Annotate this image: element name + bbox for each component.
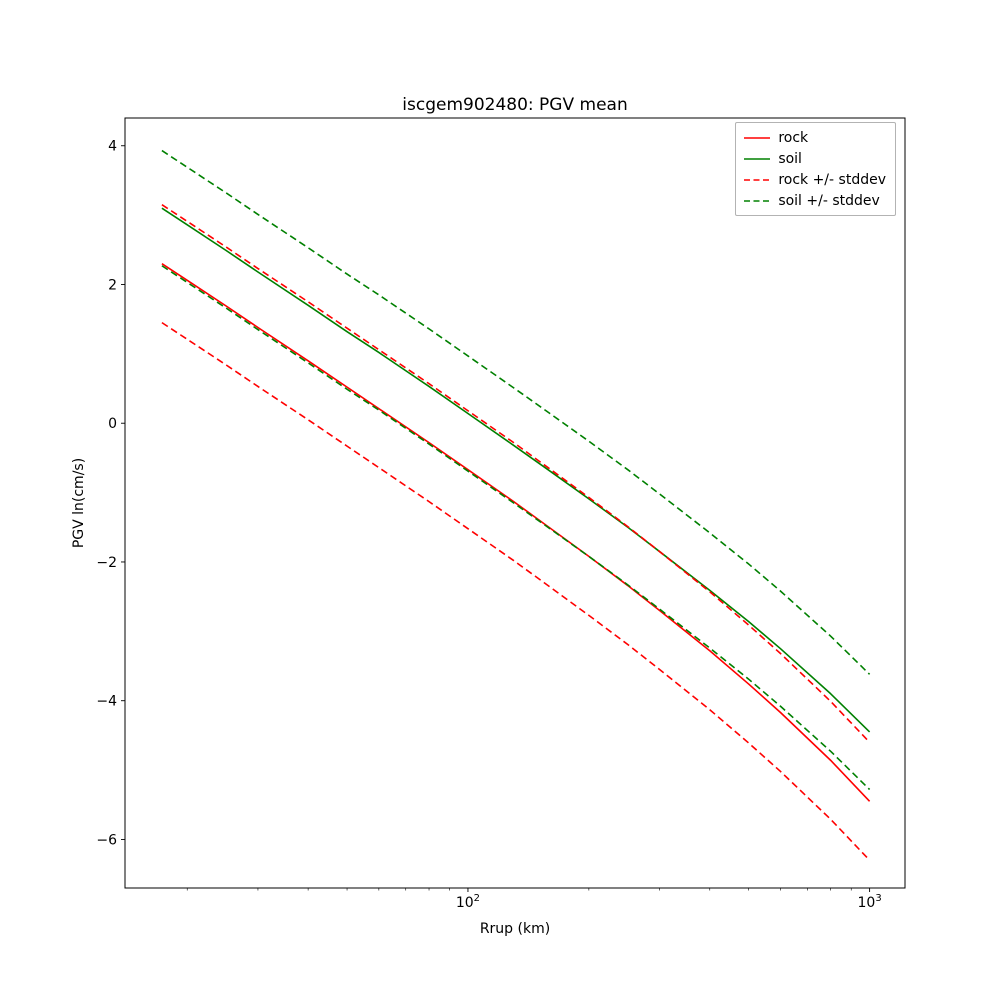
x-tick-label: 102 [456,893,480,911]
y-tick-label: 2 [108,277,117,293]
x-tick-label: 103 [857,893,881,911]
legend-entry-soil: soil [743,148,886,169]
line-rock-stddev [161,321,871,861]
axes-frame [124,117,906,889]
y-tick-label: −4 [96,694,117,710]
legend-entry-rock-stddev: rock +/- stddev [743,169,886,190]
y-tick-label: 0 [108,416,117,432]
y-tick-label: 4 [108,139,117,155]
legend-line-sample-rock-stddev [744,178,771,181]
legend-entry-rock: rock [743,127,886,148]
legend-label-soil: soil [778,150,802,167]
legend-label-soil-stddev: soil +/- stddev [778,192,880,209]
legend-line-sample-soil-stddev [744,199,771,202]
line-rock-stddev [161,204,871,743]
line-soil [161,207,871,733]
line-soil-stddev [161,265,871,791]
y-axis-label: PGV ln(cm/s) [71,457,87,549]
legend-label-rock-stddev: rock +/- stddev [778,171,886,188]
y-tick-label: −6 [96,832,117,848]
line-soil-stddev [161,149,871,675]
chart-title: iscgem902480: PGV mean [402,95,628,115]
x-axis-label: Rrup (km) [479,921,551,937]
legend-entry-soil-stddev: soil +/- stddev [743,190,886,211]
legend-line-sample-soil [744,157,771,160]
legend-line-sample-rock [744,136,771,139]
legend-label-rock: rock [778,129,809,146]
legend: rock soil rock +/- stddev soil +/- stdde… [735,122,896,216]
y-tick-label: −2 [96,555,117,571]
line-rock [161,263,871,802]
